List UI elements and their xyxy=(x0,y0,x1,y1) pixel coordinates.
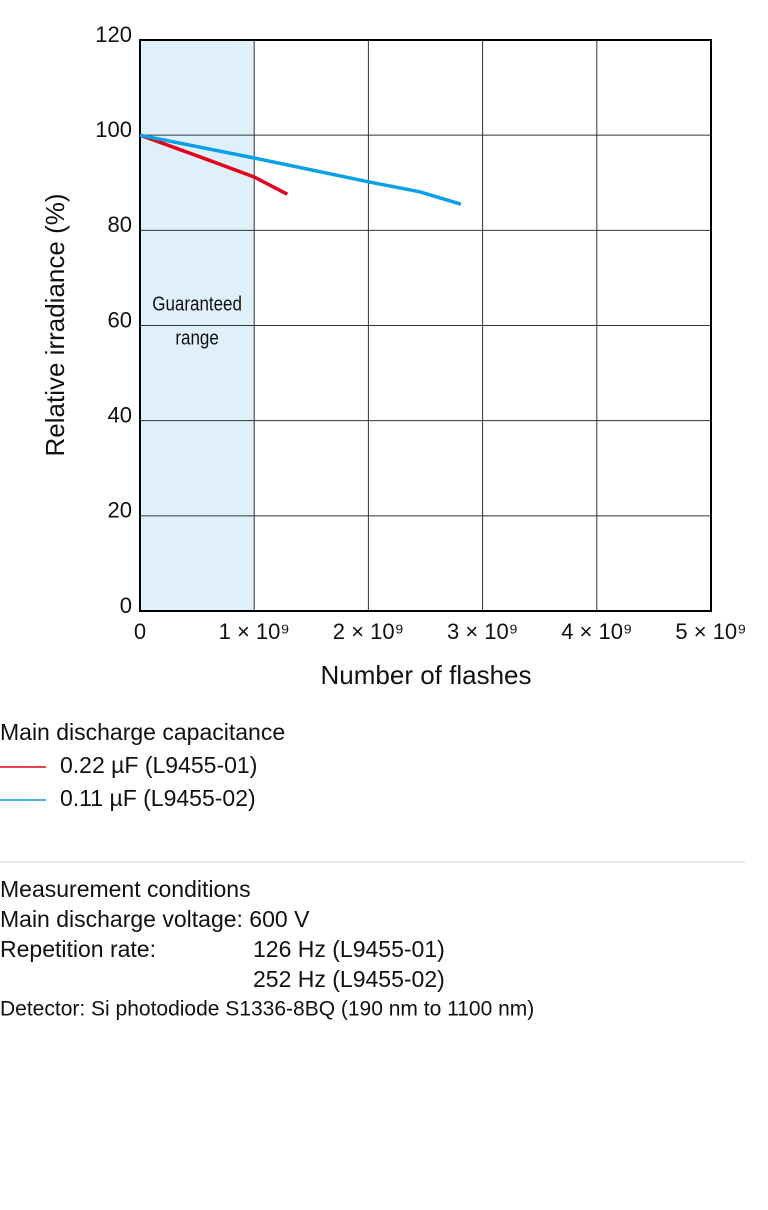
x-tick-label: 2 × 10⁹ xyxy=(333,619,404,644)
legend-label: 0.11 µF (L9455-02) xyxy=(60,785,256,811)
y-axis-title: Relative irradiance (%) xyxy=(40,194,70,457)
x-tick-label: 5 × 10⁹ xyxy=(675,619,746,644)
note-rate-value: 252 Hz (L9455-02) xyxy=(253,966,445,992)
plot-frame xyxy=(139,39,712,612)
series-line xyxy=(139,133,289,196)
legend-title: Main discharge capacitance xyxy=(0,719,285,745)
legend-label: 0.22 µF (L9455-01) xyxy=(60,752,257,778)
y-tick-label: 20 xyxy=(108,498,132,523)
note-rate-label: Repetition rate: xyxy=(0,936,156,962)
note-detector: Detector: Si photodiode S1336-8BQ (190 n… xyxy=(0,998,534,1021)
y-tick-label: 100 xyxy=(95,117,132,142)
y-tick-label: 120 xyxy=(95,22,132,47)
x-tick-label: 0 xyxy=(134,619,146,644)
x-axis-title: Number of flashes xyxy=(321,660,532,690)
shaded-label: Guaranteed xyxy=(152,292,242,315)
note-voltage: Main discharge voltage: 600 V xyxy=(0,906,310,932)
x-tick-label: 4 × 10⁹ xyxy=(561,619,632,644)
series-line xyxy=(139,133,462,206)
note-rate-value: 126 Hz (L9455-01) xyxy=(253,936,445,962)
x-tick-label: 3 × 10⁹ xyxy=(447,619,518,644)
y-tick-label: 40 xyxy=(108,402,132,427)
notes-title: Measurement conditions xyxy=(0,876,251,902)
x-tick-label: 1 × 10⁹ xyxy=(219,619,290,644)
y-tick-label: 80 xyxy=(108,212,132,237)
y-tick-label: 60 xyxy=(108,307,132,332)
y-tick-label: 0 xyxy=(120,593,132,618)
shaded-label: range xyxy=(175,326,218,349)
